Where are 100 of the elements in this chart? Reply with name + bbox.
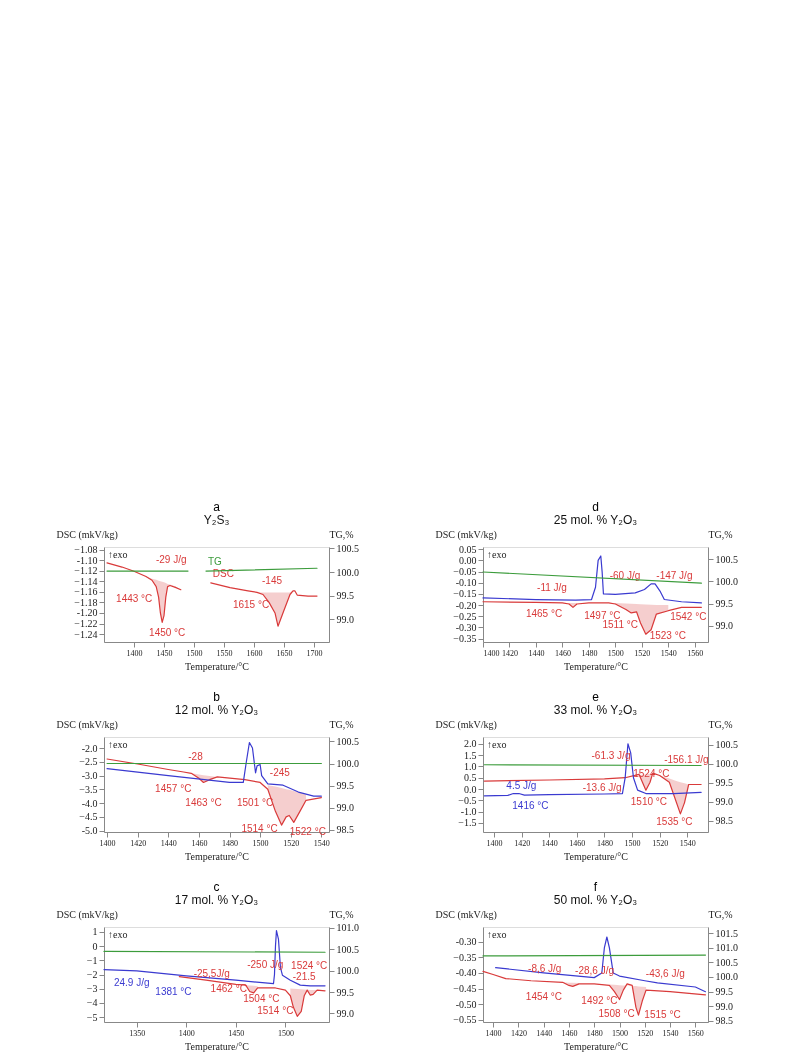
y-tick-label: -1.0	[460, 806, 477, 818]
x-tick-label: 1540	[313, 838, 330, 848]
annotation: -28	[188, 751, 204, 763]
x-tick-label: 1440	[160, 838, 177, 848]
x-tick-label: 1650	[276, 648, 293, 658]
annotation: -156.1 J/g	[664, 754, 709, 766]
chart-subtitle: 17 mol. % Y₂O₃	[174, 893, 259, 907]
y-tick-label: −2	[86, 969, 98, 980]
y-tick-label: −0.15	[453, 588, 477, 600]
y-tick-label: −0.05	[453, 566, 477, 578]
y-tick-label: -1.10	[76, 554, 98, 566]
x-tick-label: 1450	[228, 1028, 245, 1038]
x-tick-label: 1420	[501, 648, 518, 658]
y2-tick-label: 100.0	[715, 758, 738, 770]
x-tick-label: 1540	[662, 1028, 679, 1038]
y2-tick-label: 99.5	[715, 777, 733, 789]
y-tick-label: −2.5	[79, 756, 98, 768]
y2-tick-label: 99.0	[715, 796, 733, 808]
annotation: -147 J/g	[656, 569, 693, 581]
x-axis-title: Temperature/°C	[564, 1040, 629, 1052]
annotation: -25,5J/g	[193, 967, 230, 979]
y-tick-label: 0.5	[464, 772, 477, 784]
y2-tick-label: 99.5	[336, 590, 354, 602]
y-tick-label: −0.45	[453, 983, 477, 995]
y-tick-label: −1.12	[74, 565, 98, 577]
x-tick-label: 1400	[486, 838, 503, 848]
annotation: 1457 °C	[155, 783, 192, 795]
chart-title: a	[213, 500, 221, 514]
chart-subtitle: 50 mol. % Y₂O₃	[553, 893, 638, 907]
x-tick-label: 1440	[541, 838, 558, 848]
y2-axis-title: TG,%	[708, 718, 733, 730]
y2-tick-label: 99.5	[336, 780, 354, 792]
annotation: 1465 °C	[525, 608, 563, 619]
x-tick-label: 1520	[283, 838, 300, 848]
y2-tick-label: 99.0	[715, 1000, 733, 1012]
annotation: 1514 °C	[257, 1005, 294, 1017]
x-tick-label: 1550	[216, 648, 233, 658]
y-axis-title: DSC (mkV/kg)	[435, 718, 497, 731]
y-tick-label: 0.00	[459, 554, 477, 566]
y-tick-label: −0.35	[453, 951, 477, 963]
x-axis-title: Temperature/°C	[185, 850, 250, 862]
x-axis-title: Temperature/°C	[564, 850, 629, 862]
chart-subtitle: 33 mol. % Y₂O₃	[553, 703, 638, 717]
x-tick-label: 1400	[126, 648, 143, 658]
annotation: 1416 °C	[512, 800, 549, 812]
y-tick-label: 0.0	[464, 783, 477, 795]
y2-tick-label: 99.5	[715, 986, 733, 998]
y2-axis-title: TG,%	[329, 908, 354, 920]
x-tick-label: 1520	[652, 838, 669, 848]
x-tick-label: 1440	[536, 1028, 553, 1038]
x-tick-label: 1400	[485, 1028, 502, 1038]
y-tick-label: 0	[92, 940, 98, 952]
x-tick-label: 1400	[178, 1028, 195, 1038]
y2-tick-label: 100.0	[715, 971, 738, 983]
annotation: 24.9 J/g	[113, 976, 150, 988]
y2-tick-label: 101.0	[715, 942, 738, 954]
annotation: -245	[269, 766, 291, 778]
x-tick-label: 1460	[191, 838, 208, 848]
x-axis-title: Temperature/°C	[564, 660, 629, 672]
y-tick-label: 2.0	[464, 738, 477, 750]
annotation: ↑exo	[108, 739, 128, 750]
x-tick-label: 1540	[660, 648, 677, 658]
x-tick-label: 1420	[130, 838, 147, 848]
y2-tick-label: 100.5	[336, 943, 359, 955]
y-tick-label: -0.10	[455, 577, 477, 589]
y2-axis-title: TG,%	[329, 718, 354, 730]
annotation: 1511 °C	[602, 618, 638, 630]
x-tick-label: 1480	[596, 838, 613, 848]
annotation: 1381 °C	[155, 985, 192, 997]
annotation: 1542 °C	[670, 610, 707, 622]
chart-title: d	[592, 500, 599, 514]
y2-tick-label: 100.5	[336, 735, 359, 747]
y-tick-label: −4.5	[79, 811, 98, 823]
x-tick-label: 1700	[306, 648, 323, 658]
y-tick-label: -3.0	[81, 770, 98, 782]
annotation: 1443 °C	[116, 592, 153, 604]
chart-subtitle: Y₂S₃	[203, 513, 230, 527]
annotation: 1524 °C	[291, 959, 328, 971]
chart-subtitle: 25 mol. % Y₂O₃	[553, 513, 638, 527]
x-axis-title: Temperature/°C	[185, 660, 250, 672]
annotation: -29 J/g	[155, 553, 187, 565]
y-axis-title: DSC (mkV/kg)	[435, 908, 497, 921]
x-tick-label: 1480	[222, 838, 239, 848]
y2-tick-label: 99.0	[336, 802, 354, 814]
x-tick-label: 1460	[561, 1028, 578, 1038]
annotation: ↑exo	[108, 549, 128, 560]
x-tick-label: 1560	[687, 648, 704, 658]
x-tick-label: 1480	[581, 648, 598, 658]
annotation: -11 J/g	[537, 581, 567, 593]
x-tick-label: 1500	[612, 1028, 629, 1038]
y2-tick-label: 100.5	[715, 956, 738, 968]
x-tick-label: 1500	[277, 1028, 294, 1038]
y2-tick-label: 100.0	[336, 965, 359, 977]
y-tick-label: -5.0	[81, 825, 98, 837]
y-tick-label: −0.35	[453, 633, 477, 645]
y-tick-label: −1.16	[74, 586, 98, 598]
annotation: 4.5 J/g	[506, 779, 537, 791]
line-series	[106, 758, 322, 826]
y-tick-label: −1.08	[74, 544, 98, 556]
annotation: 1523 °C	[649, 630, 686, 642]
